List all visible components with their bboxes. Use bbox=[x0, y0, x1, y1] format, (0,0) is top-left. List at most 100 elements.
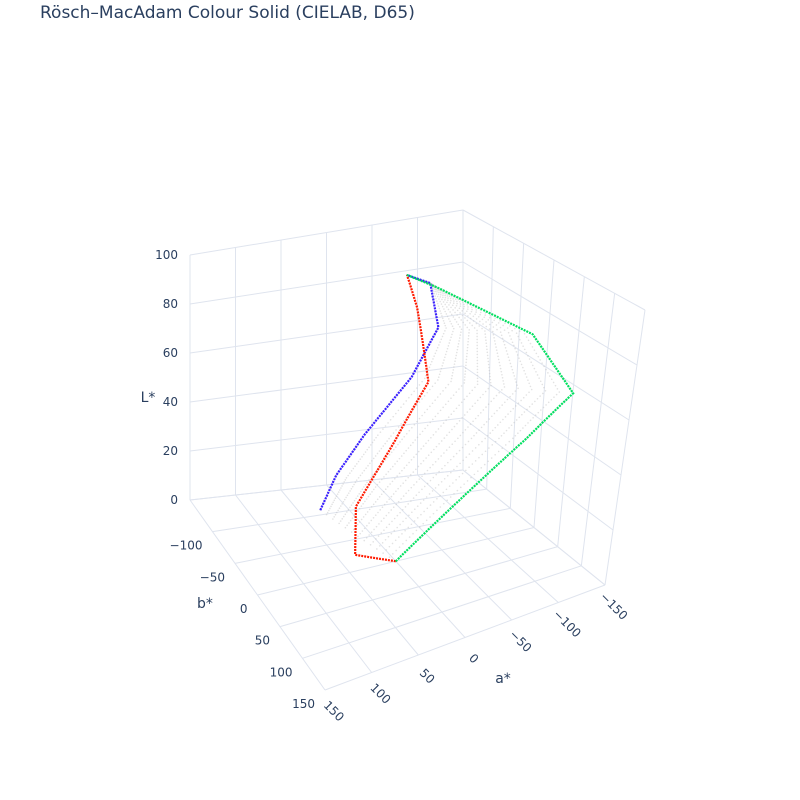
solid-point bbox=[415, 468, 417, 471]
solid-point bbox=[528, 382, 530, 385]
solid-point bbox=[384, 538, 387, 541]
solid-point bbox=[464, 312, 466, 315]
solid-point bbox=[489, 314, 492, 317]
solid-point bbox=[330, 505, 332, 508]
solid-point bbox=[388, 545, 391, 548]
solid-point bbox=[426, 391, 429, 394]
solid-point bbox=[501, 447, 504, 449]
solid-point bbox=[353, 499, 356, 502]
solid-point bbox=[438, 373, 441, 376]
solid-point bbox=[465, 364, 467, 367]
solid-point bbox=[507, 331, 510, 334]
solid-point bbox=[336, 493, 339, 495]
solid-point bbox=[470, 437, 473, 440]
solid-point bbox=[388, 454, 391, 456]
solid-point bbox=[438, 470, 440, 473]
solid-point bbox=[522, 345, 524, 347]
solid-point bbox=[539, 359, 542, 361]
solid-point bbox=[522, 427, 524, 429]
solid-point bbox=[474, 447, 477, 449]
solid-point bbox=[378, 523, 380, 525]
solid-point bbox=[476, 371, 479, 374]
solid-point bbox=[498, 407, 501, 409]
solid-point bbox=[525, 351, 528, 354]
solid-point bbox=[417, 450, 420, 453]
solid-point bbox=[325, 513, 328, 516]
solid-point bbox=[380, 493, 383, 496]
solid-point bbox=[447, 383, 450, 386]
solid-point bbox=[458, 475, 461, 478]
solid-point bbox=[501, 337, 504, 340]
solid-point bbox=[459, 334, 462, 336]
y-tick-label: −50 bbox=[200, 570, 225, 584]
solid-point bbox=[339, 505, 342, 507]
solid-point bbox=[539, 380, 542, 383]
solid-point bbox=[439, 310, 442, 312]
grid-line bbox=[557, 276, 585, 547]
solid-point bbox=[419, 502, 422, 504]
solid-point bbox=[476, 362, 479, 365]
solid-point bbox=[339, 489, 341, 491]
solid-point bbox=[488, 323, 491, 326]
solid-point bbox=[445, 292, 447, 295]
solid-point bbox=[421, 414, 423, 417]
solid-point bbox=[467, 340, 469, 343]
solid-point bbox=[442, 332, 445, 335]
solid-point bbox=[485, 345, 488, 348]
grid-line bbox=[486, 226, 494, 490]
solid-point bbox=[360, 490, 362, 493]
solid-point bbox=[479, 311, 482, 314]
solid-point bbox=[464, 317, 466, 319]
solid-point bbox=[421, 475, 423, 478]
solid-point bbox=[433, 292, 436, 295]
solid-point bbox=[451, 443, 454, 446]
solid-point bbox=[501, 389, 503, 391]
solid-point bbox=[506, 327, 509, 329]
solid-point bbox=[352, 467, 355, 470]
x-tick-label: −100 bbox=[551, 607, 584, 640]
solid-point bbox=[334, 497, 337, 500]
solid-point bbox=[399, 523, 401, 526]
solid-point bbox=[450, 380, 452, 383]
solid-point bbox=[491, 330, 494, 333]
solid-point bbox=[467, 308, 469, 310]
solid-point bbox=[429, 405, 431, 408]
solid-point bbox=[479, 320, 481, 323]
solid-point bbox=[410, 500, 412, 502]
solid-point bbox=[519, 360, 522, 363]
solid-point bbox=[491, 415, 493, 418]
solid-point bbox=[492, 333, 495, 336]
solid-point bbox=[459, 303, 462, 305]
solid-point bbox=[398, 546, 401, 548]
solid-point bbox=[545, 404, 547, 406]
solid-point bbox=[547, 372, 549, 374]
solid-point bbox=[439, 291, 442, 294]
solid-point bbox=[375, 538, 377, 540]
solid-point bbox=[439, 506, 442, 508]
solid-point bbox=[434, 295, 436, 297]
solid-point bbox=[501, 404, 503, 406]
solid-point bbox=[407, 526, 410, 529]
solid-point bbox=[393, 529, 396, 532]
solid-point bbox=[349, 519, 352, 522]
solid-point bbox=[376, 498, 379, 501]
solid-point bbox=[402, 542, 404, 545]
solid-point bbox=[455, 407, 458, 410]
solid-point bbox=[450, 306, 452, 309]
solid-point bbox=[437, 428, 440, 430]
solid-point bbox=[423, 485, 426, 488]
solid-point bbox=[510, 424, 513, 427]
solid-point bbox=[400, 423, 402, 425]
solid-point bbox=[411, 511, 413, 514]
solid-point bbox=[434, 415, 437, 418]
solid-point bbox=[377, 535, 380, 537]
solid-point bbox=[488, 316, 491, 319]
grid-line bbox=[189, 209, 464, 256]
solid-point bbox=[445, 313, 448, 315]
solid-point bbox=[412, 532, 414, 535]
solid-point bbox=[389, 418, 392, 421]
solid-point bbox=[471, 306, 473, 309]
solid-point bbox=[327, 509, 330, 512]
solid-point bbox=[466, 352, 468, 355]
